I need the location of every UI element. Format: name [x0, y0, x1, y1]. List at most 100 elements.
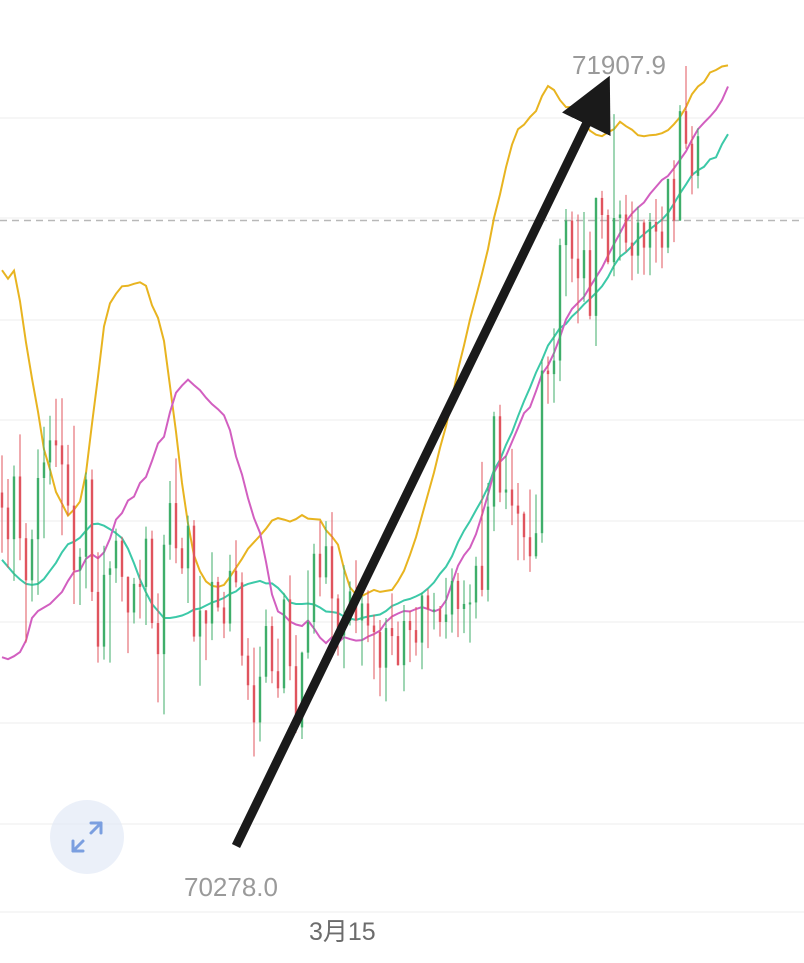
candle-body: [138, 583, 142, 587]
candle-body: [168, 503, 172, 545]
candle-body: [330, 546, 334, 599]
candle-body: [84, 479, 88, 557]
candle-body: [36, 477, 40, 540]
candle-body: [240, 582, 244, 656]
candle-body: [522, 513, 526, 538]
candle-body: [666, 178, 670, 248]
candle-body: [234, 570, 238, 583]
candle-body: [396, 636, 400, 666]
candle-body: [180, 548, 184, 569]
candle-body: [492, 416, 496, 507]
candle-body: [72, 505, 76, 571]
candle-body: [648, 222, 652, 248]
candle-body: [540, 370, 544, 534]
candle-body: [336, 598, 340, 636]
candle-body: [282, 599, 286, 689]
candle-body: [78, 556, 82, 571]
candle-body: [114, 540, 118, 569]
candle-body: [564, 220, 568, 246]
candle-body: [174, 503, 178, 549]
candle-body: [102, 574, 106, 647]
candle-body: [90, 479, 94, 592]
candle-body: [162, 544, 166, 655]
candle-body: [528, 537, 532, 557]
candle-body: [318, 553, 322, 578]
candle-body: [420, 595, 424, 643]
candle-body: [672, 178, 676, 221]
candle-body: [546, 370, 550, 375]
expand-arrows-icon: [71, 821, 103, 853]
low-price-label: 70278.0: [184, 872, 278, 902]
candle-body: [456, 580, 460, 609]
trend-arrow-layer: [231, 75, 611, 848]
candle-body: [108, 568, 112, 575]
candle-body: [30, 539, 34, 581]
candle-body: [258, 676, 262, 723]
candle-body: [660, 231, 664, 248]
candle-body: [642, 222, 646, 248]
candle-body: [504, 489, 508, 493]
candle-body: [60, 445, 64, 465]
candle-body: [486, 506, 490, 590]
candle-body: [228, 570, 232, 624]
candle-body: [516, 505, 520, 514]
candle-body: [198, 610, 202, 637]
candle-body: [570, 220, 574, 259]
candle-body: [606, 215, 610, 263]
candle-body: [600, 197, 604, 216]
candle-body: [252, 685, 256, 723]
expand-chart-button[interactable]: [50, 800, 124, 874]
x-tick-label: 3月15: [309, 918, 376, 946]
candle-body: [312, 553, 316, 623]
candle-body: [558, 245, 562, 361]
candle-body: [132, 583, 136, 613]
candle-body: [588, 250, 592, 316]
candle-body: [480, 565, 484, 590]
candle-body: [222, 607, 226, 624]
candle-body: [390, 628, 394, 637]
candle-body: [192, 525, 196, 637]
candle-body: [306, 622, 310, 653]
candle-body: [612, 218, 616, 263]
candle-body: [24, 538, 28, 581]
candle-body: [276, 671, 280, 689]
candle-body: [444, 614, 448, 623]
candle-body: [360, 603, 364, 621]
candle-body: [300, 652, 304, 728]
candle-body: [366, 603, 370, 626]
candle-body: [552, 360, 556, 375]
candle-body: [204, 610, 208, 624]
candle-body: [582, 250, 586, 279]
candle-body: [678, 111, 682, 221]
candle-body: [408, 621, 412, 631]
candle-body: [246, 655, 250, 686]
candle-body: [216, 581, 220, 608]
candle-body: [48, 440, 52, 463]
candle-body: [144, 538, 148, 587]
candle-body: [468, 602, 472, 605]
candle-body: [264, 626, 268, 677]
candle-body: [120, 540, 124, 577]
candle-body: [12, 476, 16, 540]
candle-body: [450, 580, 454, 615]
candle-body: [414, 630, 418, 643]
candle-body: [696, 136, 700, 176]
candle-body: [594, 197, 598, 316]
candle-body: [6, 507, 10, 540]
candle-body: [402, 621, 406, 666]
candle-body: [294, 666, 298, 728]
candle-body: [630, 242, 634, 256]
candle-body: [624, 214, 628, 243]
candle-body: [42, 462, 46, 478]
high-price-label: 71907.9: [572, 50, 666, 80]
candle-body: [96, 591, 100, 647]
candle-body: [18, 476, 22, 539]
trend-arrow: [231, 75, 611, 848]
candle-body: [432, 609, 436, 612]
candle-body: [636, 222, 640, 256]
candle-body: [474, 565, 478, 603]
candle-body: [690, 143, 694, 176]
candle-body: [270, 626, 274, 672]
candle-body: [126, 576, 130, 613]
middle-band-line: [1, 133, 729, 622]
